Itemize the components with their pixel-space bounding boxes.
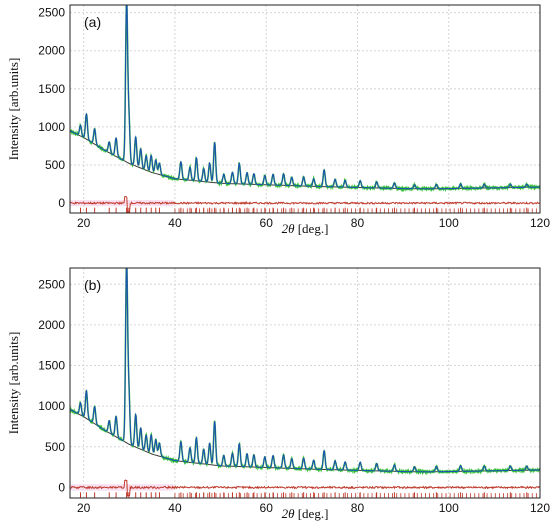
x-axis-title-unit: [deg.] [294, 221, 328, 236]
plot-frame [69, 267, 541, 499]
x-tick-label: 120 [530, 216, 550, 230]
y-tick-label: 2000 [38, 44, 65, 58]
background-curve [70, 408, 540, 473]
panel-label: (a) [84, 14, 101, 30]
x-tick-label: 120 [530, 501, 550, 515]
x-axis-title-italic: 2θ [282, 506, 296, 521]
y-tick-label: 0 [58, 480, 65, 494]
x-axis-title: 2θ [deg.] [282, 506, 329, 521]
y-tick-label: 1500 [38, 359, 65, 373]
calculated-pattern [70, 5, 540, 190]
difference-curve [70, 196, 540, 213]
y-tick-label: 1500 [38, 82, 65, 96]
x-tick-label: 20 [77, 501, 91, 515]
y-tick-label: 2000 [38, 318, 65, 332]
y-tick-label: 2500 [38, 6, 65, 20]
y-tick-label: 500 [45, 158, 65, 172]
panel-label: (b) [84, 277, 101, 293]
x-tick-label: 60 [260, 216, 274, 230]
x-tick-label: 100 [439, 501, 459, 515]
observed-pattern [70, 268, 540, 476]
x-axis-title-unit: [deg.] [294, 506, 328, 521]
y-tick-label: 2500 [38, 277, 65, 291]
y-tick-label: 500 [45, 440, 65, 454]
x-axis-title: 2θ [deg.] [282, 221, 329, 236]
x-axis-title-italic: 2θ [282, 221, 296, 236]
y-tick-label: 1000 [38, 120, 65, 134]
calculated-pattern [70, 268, 540, 473]
y-axis-title: Intensity [arb.units] [6, 58, 21, 161]
x-tick-label: 60 [260, 501, 274, 515]
plot-frame [69, 4, 541, 214]
x-tick-label: 80 [351, 501, 365, 515]
y-axis-title: Intensity [arb.units] [6, 332, 21, 435]
x-tick-label: 100 [439, 216, 459, 230]
chart-panel-b: 20 40 60 80 100 120 0 500 1000 1500 2000 2500 2θ [de… [6, 267, 550, 521]
x-tick-label: 20 [77, 216, 91, 230]
x-tick-label: 80 [351, 216, 365, 230]
chart-panel-a: 20 40 60 80 100 120 0 500 1000 1500 2000 2500 2θ [de… [6, 4, 550, 236]
plot-area [70, 5, 540, 213]
plot-area [70, 268, 540, 498]
y-tick-label: 1000 [38, 399, 65, 413]
x-tick-label: 40 [168, 501, 182, 515]
y-tick-label: 0 [58, 196, 65, 210]
observed-pattern [70, 5, 540, 193]
difference-curve [70, 479, 540, 497]
x-tick-label: 40 [168, 216, 182, 230]
